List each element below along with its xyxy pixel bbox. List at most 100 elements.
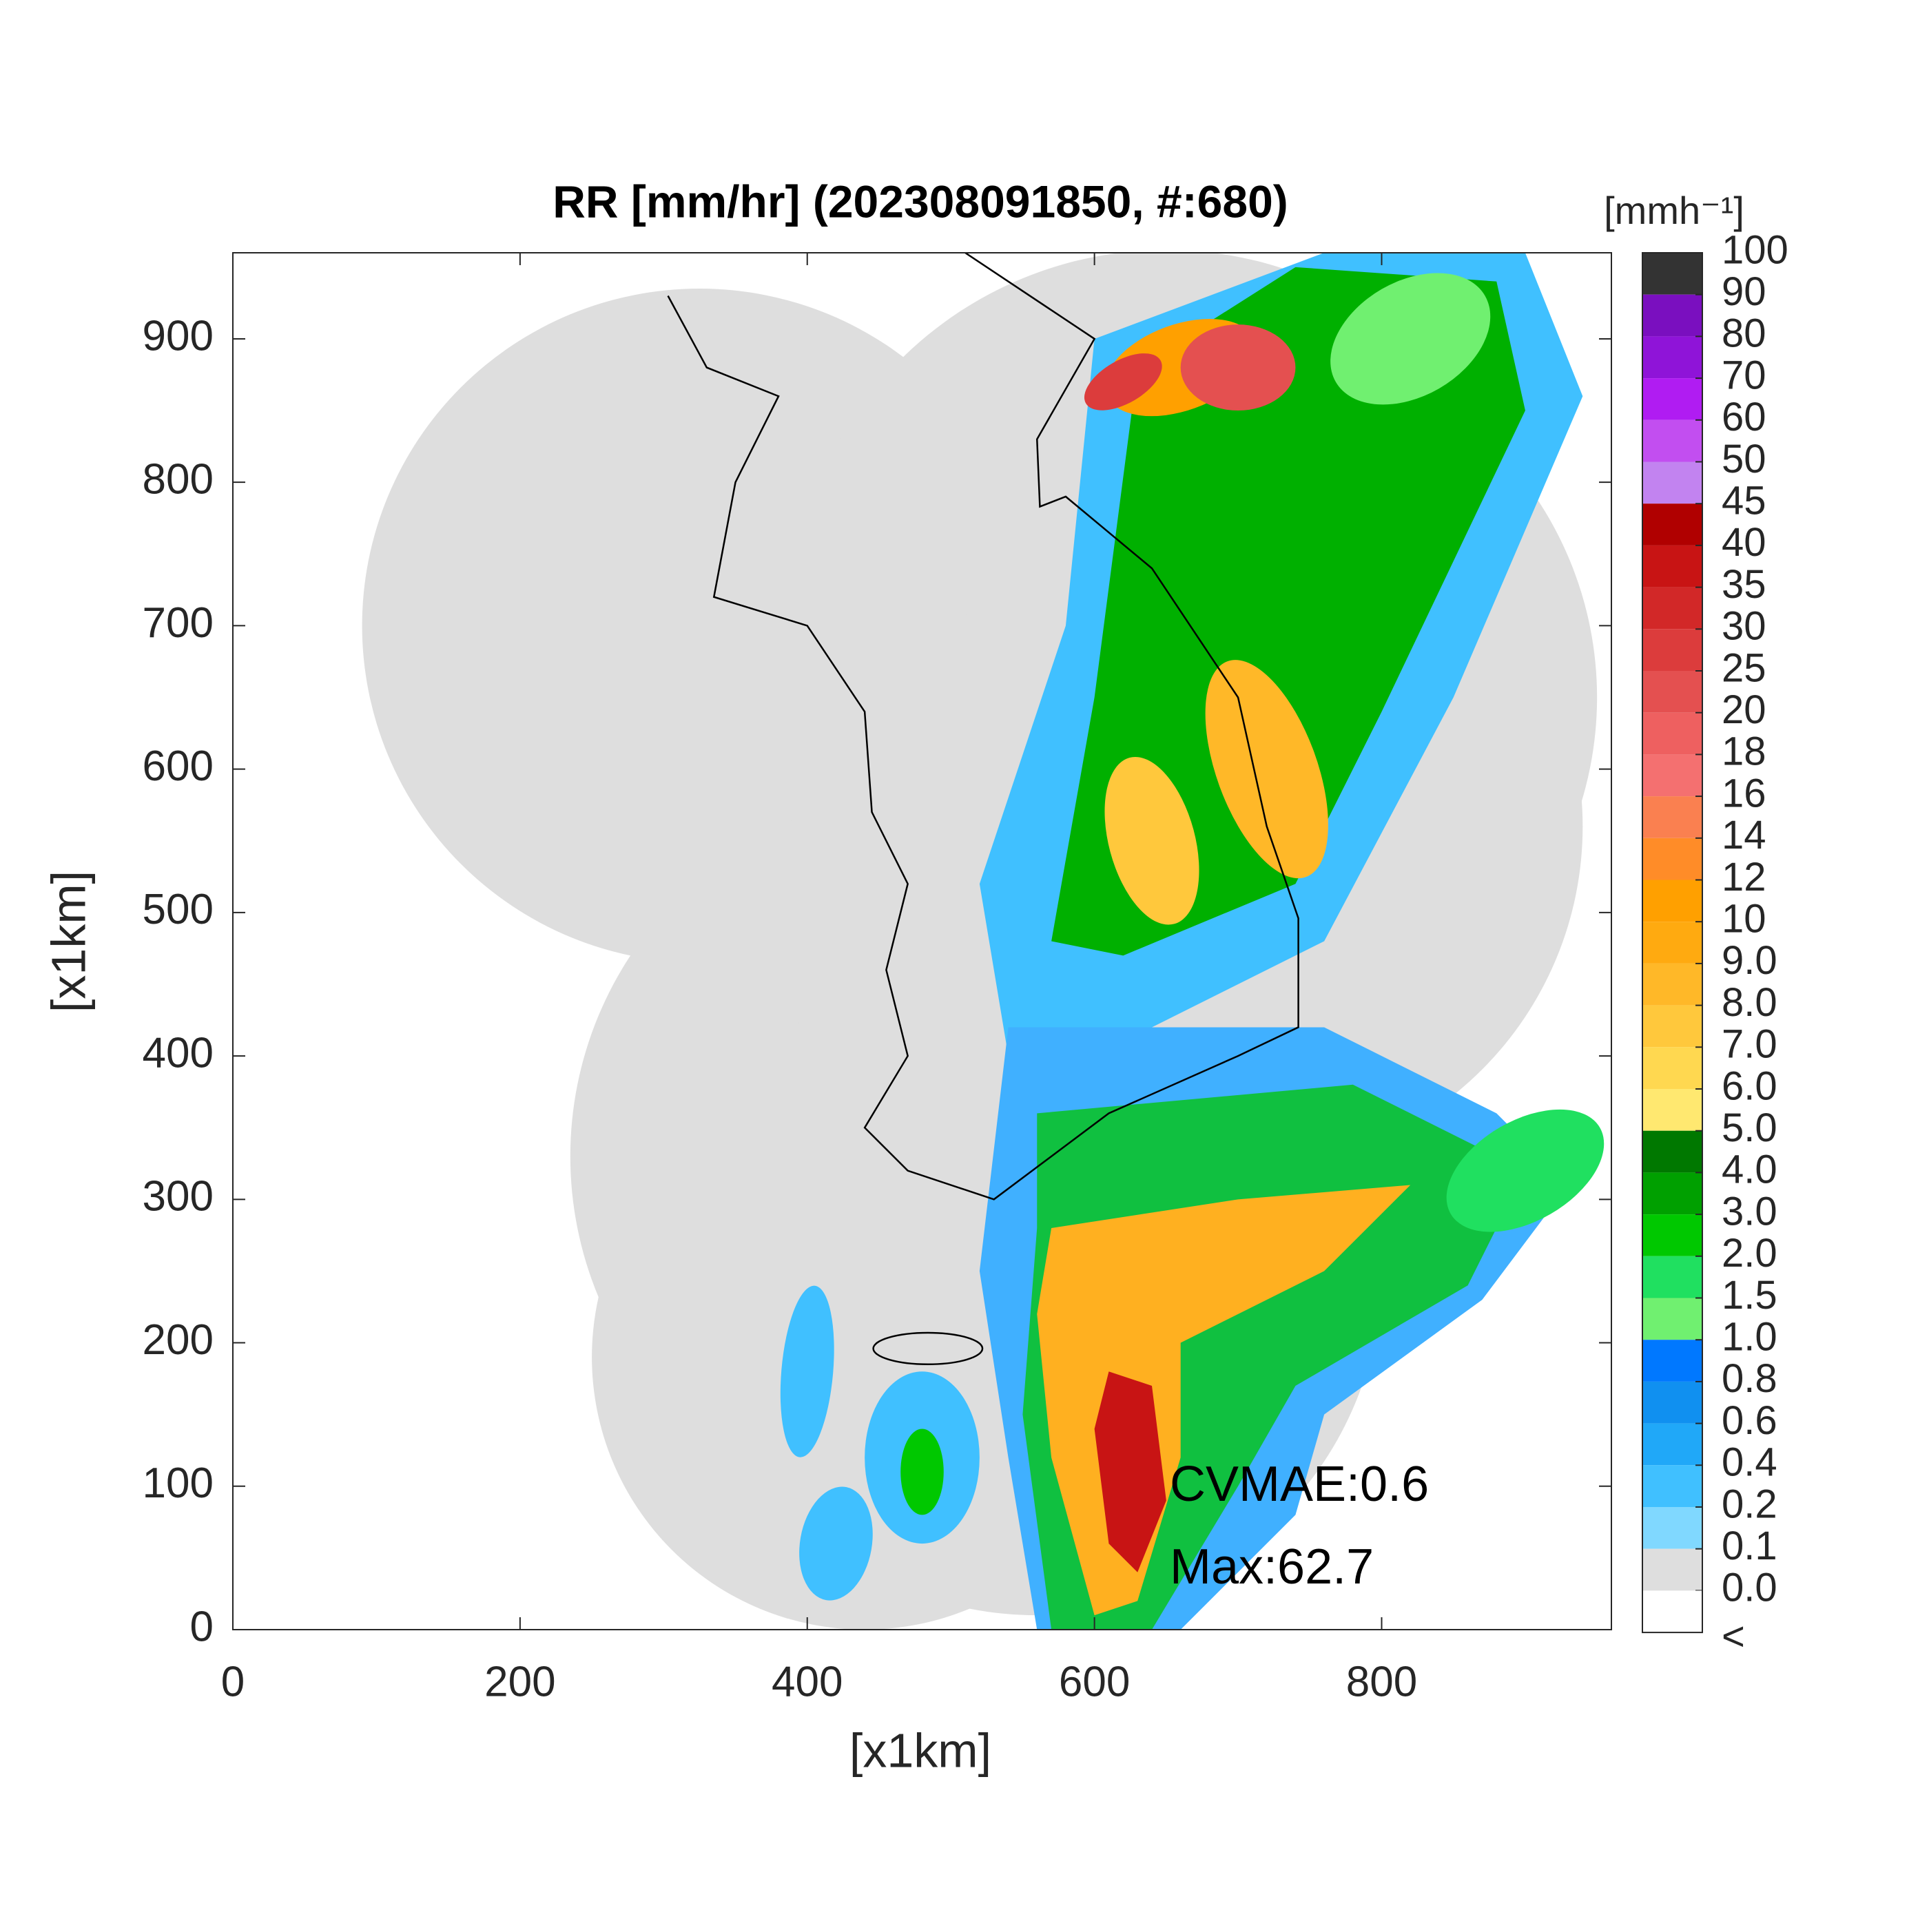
colorbar-under-label: < — [1722, 1614, 1745, 1659]
y-tick-label: 900 — [143, 312, 214, 360]
colorbar-tick-label: 5.0 — [1722, 1105, 1777, 1150]
y-tick-label: 500 — [143, 886, 214, 933]
colorbar-segment — [1642, 1047, 1702, 1089]
colorbar-segment — [1642, 503, 1702, 546]
colorbar-tick-label: 35 — [1722, 562, 1766, 607]
colorbar-tick-label: 1.5 — [1722, 1273, 1777, 1318]
rain-cell — [1104, 756, 1199, 925]
colorbar-segment — [1642, 1089, 1702, 1131]
colorbar-segment — [1642, 880, 1702, 922]
colorbar-tick-label: 7.0 — [1722, 1022, 1777, 1067]
colorbar-tick-label: 14 — [1722, 813, 1766, 858]
colorbar-tick-label: 90 — [1722, 269, 1766, 314]
y-tick-label: 600 — [143, 742, 214, 790]
colorbar-label: [mmh⁻¹] — [1604, 189, 1744, 232]
colorbar-segment — [1642, 336, 1702, 379]
y-tick-label: 100 — [143, 1460, 214, 1507]
colorbar-segment — [1642, 1507, 1702, 1549]
colorbar-tick-label: 6.0 — [1722, 1063, 1777, 1108]
colorbar-tick-label: 40 — [1722, 520, 1766, 565]
y-tick-label: 400 — [143, 1029, 214, 1077]
colorbar-frame — [1642, 252, 1703, 1634]
colorbar-tick-label: 16 — [1722, 771, 1766, 816]
colorbar-tick-label: 3.0 — [1722, 1189, 1777, 1234]
colorbar-tick-label: 70 — [1722, 353, 1766, 397]
y-axis-label: [x1km] — [41, 871, 95, 1012]
colorbar-segment — [1642, 1005, 1702, 1048]
colorbar-tick-label: 30 — [1722, 604, 1766, 649]
colorbar-segment — [1642, 712, 1702, 755]
colorbar-segment — [1642, 545, 1702, 588]
x-tick-label: 400 — [772, 1658, 843, 1705]
coastline — [667, 253, 1299, 1201]
colorbar-tick-label: 0.8 — [1722, 1356, 1777, 1401]
x-axis-label: [x1km] — [849, 1723, 991, 1777]
x-tick-label: 200 — [484, 1658, 555, 1705]
rain-cell — [1084, 353, 1162, 411]
colorbar-segment — [1642, 1548, 1702, 1591]
colorbar-segment — [1642, 1130, 1702, 1173]
rain-cell — [1446, 1109, 1605, 1232]
colorbar-segment — [1642, 1214, 1702, 1256]
rain-cell — [1180, 324, 1296, 411]
colorbar-segment — [1642, 587, 1702, 630]
x-tick-label: 0 — [221, 1658, 245, 1705]
colorbar-tick-label: 0.1 — [1722, 1524, 1777, 1568]
colorbar-segment — [1642, 461, 1702, 504]
colorbar-tick-label: 0.6 — [1722, 1398, 1777, 1443]
chart-title: RR [mm/hr] (202308091850, #:680) — [553, 176, 1288, 227]
colorbar-segment — [1642, 963, 1702, 1006]
rain-cell — [799, 1486, 873, 1601]
colorbar-tick-label: 0.0 — [1722, 1566, 1777, 1610]
colorbar-segment — [1642, 294, 1702, 337]
colorbar-tick-label: 80 — [1722, 311, 1766, 356]
colorbar-tick-label: 1.0 — [1722, 1315, 1777, 1360]
colorbar-tick-label: 0.4 — [1722, 1440, 1777, 1485]
colorbar-segment — [1642, 1381, 1702, 1424]
colorbar-tick-label: 2.0 — [1722, 1231, 1777, 1276]
colorbar-tick-label: 9.0 — [1722, 938, 1777, 983]
colorbar-segment — [1642, 419, 1702, 462]
y-tick-label: 700 — [143, 599, 214, 647]
colorbar-tick-label: 50 — [1722, 437, 1766, 481]
colorbar-segment — [1642, 1298, 1702, 1340]
colorbar-segment — [1642, 1423, 1702, 1466]
colorbar-tick-label: 8.0 — [1722, 980, 1777, 1025]
colorbar-segment — [1642, 754, 1702, 797]
colorbar-segment — [1642, 922, 1702, 964]
coastline — [872, 1331, 984, 1366]
colorbar-tick-label: 10 — [1722, 897, 1766, 942]
colorbar-segment — [1642, 796, 1702, 838]
colorbar-segment — [1642, 253, 1702, 295]
colorbar-segment — [1642, 1172, 1702, 1215]
rain-cell — [1205, 660, 1328, 879]
colorbar-tick-label: 45 — [1722, 479, 1766, 523]
x-tick-label: 600 — [1059, 1658, 1130, 1705]
colorbar-tick-label: 100 — [1722, 227, 1788, 272]
rain-cell — [900, 1429, 944, 1515]
colorbar-segment — [1642, 1256, 1702, 1298]
x-tick-label: 800 — [1346, 1658, 1417, 1705]
colorbar-tick-label: 25 — [1722, 645, 1766, 690]
rain-cell — [1330, 273, 1491, 405]
y-tick-label: 800 — [143, 456, 214, 503]
colorbar-tick-label: 12 — [1722, 855, 1766, 900]
annotation: Max:62.7 — [1170, 1539, 1374, 1595]
y-tick-label: 300 — [143, 1173, 214, 1221]
y-tick-label: 0 — [190, 1603, 214, 1650]
colorbar-tick-label: 18 — [1722, 729, 1766, 774]
annotation: CVMAE:0.6 — [1170, 1457, 1429, 1512]
colorbar-segment — [1642, 1340, 1702, 1382]
colorbar-tick-label: 0.2 — [1722, 1482, 1777, 1526]
rain-cell — [780, 1285, 834, 1457]
colorbar-segment — [1642, 629, 1702, 671]
radar-field — [362, 253, 1605, 1630]
rain-area — [1094, 1371, 1166, 1572]
colorbar-segment — [1642, 1465, 1702, 1507]
colorbar-segment — [1642, 838, 1702, 880]
colorbar-tick-label: 20 — [1722, 687, 1766, 732]
colorbar-under — [1642, 1590, 1702, 1633]
colorbar-tick-label: 4.0 — [1722, 1147, 1777, 1192]
